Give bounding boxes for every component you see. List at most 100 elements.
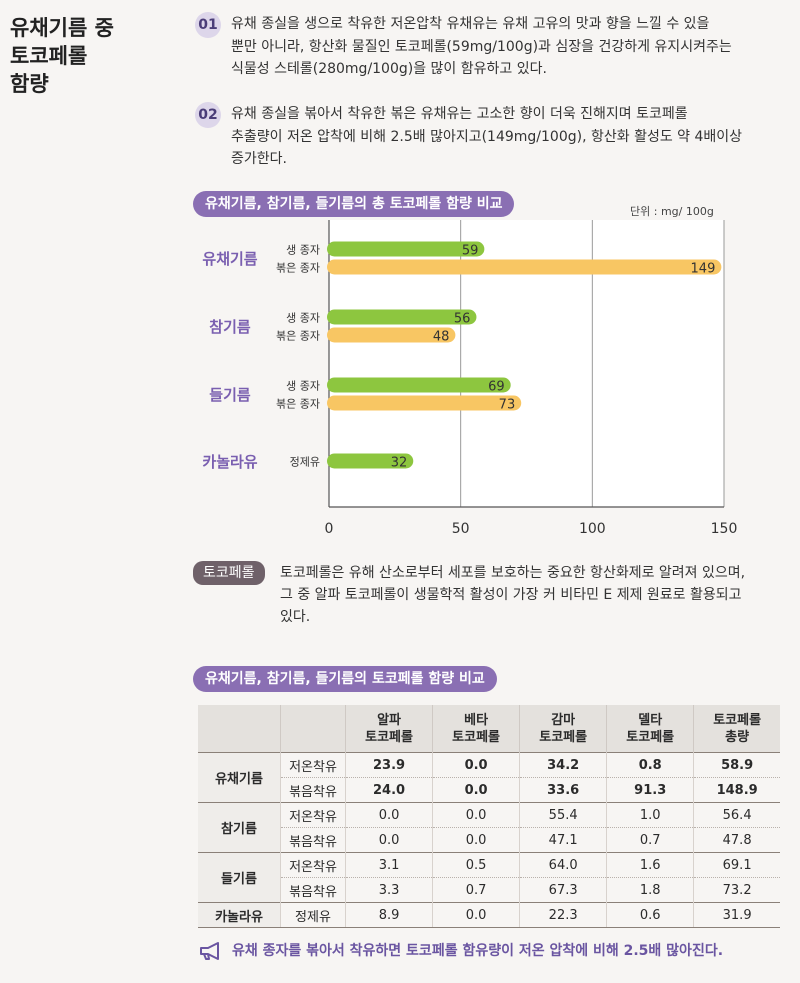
table-cell: 0.8 [606,752,694,778]
table-cell: 0.0 [432,827,520,853]
point-text: 유채 종실을 볶아서 착유한 볶은 유채유는 고소한 향이 더욱 진해지며 토코… [231,103,781,171]
table-row: 참기름 저온착유 0.0 0.0 55.4 1.0 56.4 [198,802,780,853]
table-header-row: 알파 토코페롤 베타 토코페롤 감마 토코페롤 델타 토코페롤 토코페롤 총량 [198,705,780,753]
table-row: 카놀라유 정제유 8.9 0.0 22.3 0.6 31.9 [198,902,780,928]
note-line: 있다. [280,609,311,625]
group-label: 들기름 [209,386,251,404]
table-cell: 1.6 [606,852,694,878]
header-delta: 델타 토코페롤 [606,705,694,753]
header-blank [280,705,346,753]
data-label: 69 [488,380,505,395]
bar [327,453,414,469]
table-cell: 3.1 [344,852,433,878]
table-cell: 91.3 [606,777,694,803]
x-tick-label: 100 [579,521,606,537]
page-title-line: 유채기름 중 [10,16,114,40]
megaphone-icon [200,942,219,960]
note-line: 그 중 알파 토코페롤이 생물학적 활성이 가장 커 비타민 E 제제 원료로 … [280,587,742,603]
table-cell: 24.0 [344,777,433,803]
page-title: 유채기름 중 토코페롤 함량 [10,14,160,98]
row-method: 저온착유 [280,852,346,878]
tocopherol-tag: 토코페롤 [193,561,265,585]
table-cell: 0.5 [432,852,520,878]
data-label: 149 [691,262,716,277]
table-cell: 0.0 [432,777,520,803]
header-blank [198,705,281,753]
table-cell: 58.9 [693,752,780,778]
row-group-label: 유채기름 [198,752,281,803]
table-row: 볶음착유 0.0 0.0 47.1 0.7 47.8 [198,827,780,853]
header-total: 토코페롤 총량 [693,705,780,753]
table-cell: 69.1 [693,852,780,878]
row-method: 정제유 [280,902,346,928]
point-line: 증가한다. [231,151,287,167]
table-cell: 0.0 [344,827,433,853]
table-cell: 0.7 [606,827,694,853]
footer-text: 유채 종자를 볶아서 착유하면 토코페롤 함유량이 저온 압착에 비해 2.5배… [232,943,724,959]
table-cell: 0.0 [432,802,520,828]
row-method: 저온착유 [280,802,346,828]
table-cell: 31.9 [693,902,780,928]
table-cell: 0.0 [432,752,520,778]
group-label: 참기름 [209,318,251,336]
point-number: 01 [195,12,221,38]
table-cell: 34.2 [519,752,607,778]
bar-category-label: 생 종자 [286,312,320,325]
group-label: 카놀라유 [202,453,257,471]
row-group-label: 카놀라유 [198,902,281,928]
data-label: 56 [454,312,471,327]
table-cell: 73.2 [693,877,780,903]
table-cell: 56.4 [693,802,780,828]
page-title-line: 토코페롤 [10,44,88,68]
table-cell: 0.7 [432,877,520,903]
row-group-label: 참기름 [198,802,281,853]
table-cell: 22.3 [519,902,607,928]
table-cell: 8.9 [344,902,433,928]
bar [327,377,511,393]
data-label: 73 [499,398,516,413]
bar-category-label: 볶은 종자 [276,330,320,343]
table-row: 유채기름 저온착유 23.9 0.0 34.2 0.8 58.9 [198,752,780,803]
table-row: 들기름 저온착유 3.1 0.5 64.0 1.6 69.1 [198,852,780,903]
bar-category-label: 생 종자 [286,380,320,393]
table-row: 볶음착유 24.0 0.0 33.6 91.3 148.9 [198,777,780,803]
point-number: 02 [195,102,221,128]
chart-unit: 단위 : mg/ 100g [630,205,714,218]
point-line: 유채 종실을 생으로 착유한 저온압착 유채유는 유채 고유의 맛과 향을 느낄… [231,16,710,32]
bar [327,241,485,257]
point-line: 유채 종실을 볶아서 착유한 볶은 유채유는 고소한 향이 더욱 진해지며 토코… [231,106,688,122]
chart-title: 유채기름, 참기름, 들기름의 총 토코페롤 함량 비교 [193,191,515,217]
header-gamma: 감마 토코페롤 [519,705,607,753]
point-line: 추출량이 저온 압착에 비해 2.5배 많아지고(149mg/100g), 항산… [231,128,743,145]
table-cell: 67.3 [519,877,607,903]
table-cell: 23.9 [344,752,433,778]
data-label: 48 [433,330,450,345]
x-tick-label: 50 [452,521,470,537]
point-line: 식물성 스테롤(280mg/100g)을 많이 함유하고 있다. [231,61,547,77]
tocopherol-note: 토코페롤은 유해 산소로부터 세포를 보호하는 중요한 항산화제로 알려져 있으… [280,562,785,628]
bar [327,327,456,343]
bar-category-label: 정제유 [290,456,320,469]
table-row: 볶음착유 3.3 0.7 67.3 1.8 73.2 [198,877,780,903]
table-cell: 1.8 [606,877,694,903]
bar-category-label: 볶은 종자 [276,262,320,275]
page-title-line: 함량 [10,72,49,96]
x-tick-label: 150 [711,521,738,537]
x-tick-label: 0 [325,521,334,537]
bar [327,259,722,275]
row-method: 볶음착유 [280,827,346,853]
bar [327,395,522,411]
table-cell: 3.3 [344,877,433,903]
table-cell: 55.4 [519,802,607,828]
table-title: 유채기름, 참기름, 들기름의 토코페롤 함량 비교 [193,666,497,692]
table-cell: 64.0 [519,852,607,878]
header-alpha: 알파 토코페롤 [344,705,433,753]
note-line: 토코페롤은 유해 산소로부터 세포를 보호하는 중요한 항산화제로 알려져 있으… [280,565,746,581]
table-cell: 0.0 [344,802,433,828]
row-method: 볶음착유 [280,877,346,903]
tocopherol-table: 알파 토코페롤 베타 토코페롤 감마 토코페롤 델타 토코페롤 토코페롤 총량 유채기름 저… [198,705,780,928]
table-cell: 47.1 [519,827,607,853]
table-cell: 1.0 [606,802,694,828]
footer-message: 유채 종자를 볶아서 착유하면 토코페롤 함유량이 저온 압착에 비해 2.5배… [198,940,723,961]
